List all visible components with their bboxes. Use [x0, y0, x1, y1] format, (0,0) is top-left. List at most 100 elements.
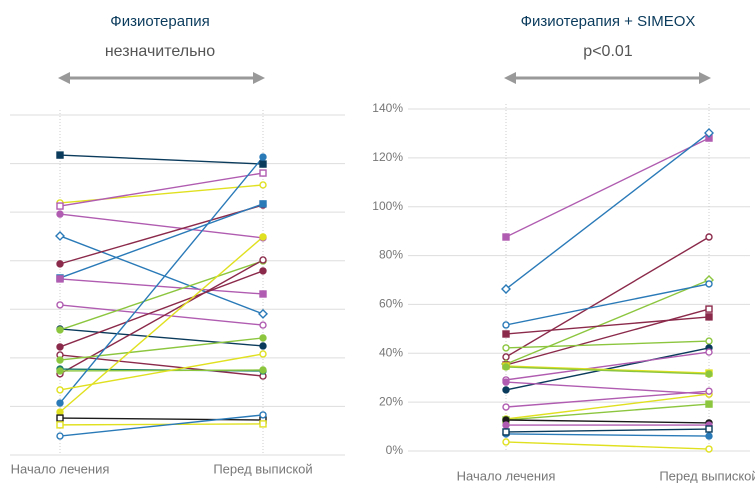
marker: [56, 414, 64, 422]
series-line: [59, 203, 264, 279]
marker: [55, 230, 65, 241]
marker: [705, 400, 713, 408]
chart-subtitle: p<0.01: [583, 43, 632, 60]
marker: [502, 378, 510, 386]
series-line: [59, 337, 264, 361]
chart-title: Физиотерапия: [110, 13, 209, 30]
series-line: [59, 154, 264, 165]
marker: [259, 181, 267, 189]
series-line: [505, 132, 710, 290]
marker: [258, 308, 268, 319]
marker: [704, 127, 714, 138]
marker: [259, 169, 267, 177]
y-tick-label: 60%: [379, 297, 403, 311]
y-tick-label: 40%: [379, 345, 403, 359]
marker: [259, 200, 267, 208]
marker: [705, 348, 713, 356]
series-line: [59, 204, 264, 265]
series-line: [59, 423, 264, 426]
marker: [502, 363, 510, 371]
marker: [705, 280, 713, 288]
marker: [705, 425, 713, 433]
series-line: [59, 260, 264, 331]
marker: [705, 432, 713, 440]
y-tick-label: 20%: [379, 394, 403, 408]
marker: [501, 284, 511, 295]
series-line: [505, 308, 710, 366]
marker: [56, 432, 64, 440]
series-line: [505, 137, 710, 238]
marker: [259, 342, 267, 350]
marker: [56, 260, 64, 268]
y-tick-label: 0%: [386, 443, 404, 457]
marker: [705, 305, 713, 313]
series-line: [59, 278, 264, 295]
x-tick-label: Перед выпиской: [213, 461, 312, 476]
marker: [502, 321, 510, 329]
series-line: [59, 304, 264, 326]
marker: [259, 321, 267, 329]
marker: [502, 233, 510, 241]
marker: [259, 256, 267, 264]
series-line: [59, 235, 264, 315]
marker: [259, 350, 267, 358]
marker: [56, 421, 64, 429]
series-line: [59, 353, 264, 391]
series-line: [505, 351, 710, 381]
series-line: [59, 236, 264, 413]
marker: [705, 337, 713, 345]
marker: [502, 386, 510, 394]
marker: [56, 275, 64, 283]
series-line: [59, 369, 264, 372]
marker: [56, 210, 64, 218]
series-line: [505, 365, 710, 374]
y-tick-label: 140%: [372, 101, 403, 115]
marker: [259, 366, 267, 374]
series-line: [505, 366, 710, 375]
series-line: [59, 354, 264, 377]
series-line: [59, 213, 264, 239]
marker: [56, 202, 64, 210]
series-line: [59, 328, 264, 347]
marker: [56, 399, 64, 407]
series-line: [505, 419, 710, 424]
marker: [502, 421, 510, 429]
marker: [56, 408, 64, 416]
marker: [259, 420, 267, 428]
series-line: [505, 390, 710, 408]
y-tick-label: 100%: [372, 199, 403, 213]
marker: [56, 151, 64, 159]
series-line: [59, 172, 264, 207]
series-line: [505, 236, 710, 358]
marker: [502, 344, 510, 352]
marker: [56, 343, 64, 351]
y-tick-label: 120%: [372, 150, 403, 164]
series-line: [59, 259, 264, 375]
marker: [56, 386, 64, 394]
marker: [259, 233, 267, 241]
marker: [705, 445, 713, 453]
series-line: [59, 414, 264, 437]
marker: [259, 290, 267, 298]
marker: [705, 387, 713, 395]
marker: [259, 411, 267, 419]
series-line: [505, 316, 710, 335]
marker: [56, 301, 64, 309]
series-line: [505, 428, 710, 433]
series-line: [59, 270, 264, 348]
marker: [705, 233, 713, 241]
marker: [705, 370, 713, 378]
series-line: [505, 393, 710, 420]
marker: [259, 267, 267, 275]
marker: [705, 313, 713, 321]
x-tick-label: Начало лечения: [11, 461, 110, 476]
chart-subtitle: незначительно: [105, 43, 215, 60]
series-line: [505, 279, 710, 365]
marker: [502, 428, 510, 436]
x-tick-label: Начало лечения: [457, 468, 556, 483]
chart-title: Физиотерапия + SIMEOX: [521, 13, 696, 30]
marker: [259, 153, 267, 161]
series-line: [505, 381, 710, 395]
series-line: [505, 340, 710, 349]
